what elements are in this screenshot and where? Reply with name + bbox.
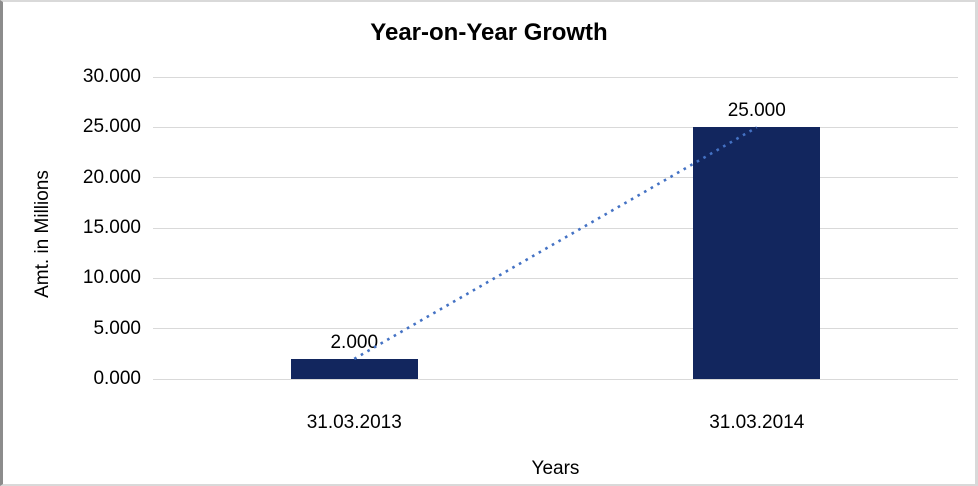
gridline <box>153 378 958 380</box>
y-tick-label: 20.000 <box>82 166 141 188</box>
x-tick-label: 31.03.2014 <box>709 412 805 433</box>
bar-value-label: 25.000 <box>727 100 786 122</box>
bar <box>693 127 821 379</box>
y-tick-label: 5.000 <box>93 317 141 339</box>
bar-value-label: 2.000 <box>330 331 379 353</box>
x-tick-label: 31.03.2013 <box>306 412 402 433</box>
y-tick-label: 0.000 <box>93 368 141 389</box>
y-tick-label: 15.000 <box>82 217 141 238</box>
x-axis-title: Years <box>531 458 580 479</box>
gridline <box>153 126 958 128</box>
gridline <box>153 328 958 330</box>
gridline <box>153 277 958 279</box>
gridline <box>153 76 958 78</box>
bar <box>290 358 418 379</box>
y-tick-label: 25.000 <box>82 116 141 138</box>
chart-title: Year-on-Year Growth <box>370 19 608 46</box>
y-tick-label: 30.000 <box>82 66 141 87</box>
gridline <box>153 177 958 179</box>
y-tick-label: 10.000 <box>82 267 141 289</box>
gridline <box>153 227 958 229</box>
